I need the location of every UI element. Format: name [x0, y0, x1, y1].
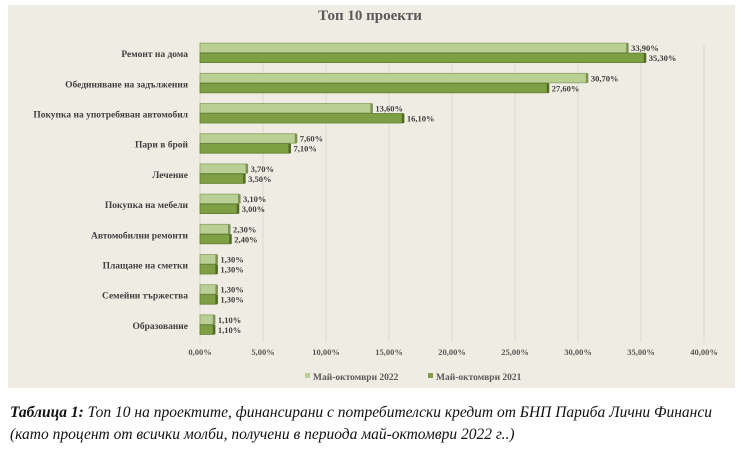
bar-2021 [199, 52, 646, 63]
bar-edge [370, 103, 373, 113]
x-tick-label: 25,00% [501, 347, 529, 357]
data-label: 33,90% [631, 43, 659, 53]
x-tick-label: 35,00% [627, 347, 655, 357]
category-label: Ремонт на дома [121, 50, 188, 60]
data-label: 27,60% [552, 83, 580, 93]
category-label: Автомобилни ремонти [91, 230, 189, 241]
bar-2021 [199, 82, 549, 94]
data-label: 35,30% [649, 53, 677, 63]
category-label: Покупка на мебели [105, 200, 189, 211]
bar-edge [245, 163, 249, 174]
bar-edge [215, 284, 218, 295]
bar-2021 [199, 203, 239, 215]
bar-2022 [199, 133, 297, 144]
data-label: 7,60% [300, 134, 323, 144]
data-label: 2,30% [233, 224, 256, 234]
bar-edge [212, 314, 216, 325]
bar-2022 [199, 103, 372, 114]
category-label: Обединяване на задължения [65, 79, 188, 90]
data-label: 3,50% [248, 174, 271, 184]
x-tick-label: 20,00% [438, 347, 466, 357]
bar-edge [288, 143, 291, 154]
bar-edge [643, 53, 647, 63]
bar-edge [585, 73, 589, 83]
bar-2021 [199, 233, 231, 245]
bar-2021 [199, 113, 404, 124]
bar-2022 [199, 284, 217, 295]
data-label: 2,40% [234, 234, 257, 244]
category-label: Покупка на употребяван автомобил [33, 110, 188, 121]
bar-edge [227, 224, 231, 234]
bar-2021 [199, 173, 245, 184]
bar-2022 [199, 193, 240, 205]
bar-2022 [199, 314, 215, 325]
caption-text: Топ 10 на проектите, финансирани с потре… [10, 404, 712, 443]
data-label: 3,10% [243, 194, 266, 204]
bar-2021 [199, 143, 290, 154]
bar-edge [243, 173, 246, 184]
bar-edge [236, 204, 240, 214]
category-label: Образование [133, 321, 189, 332]
bar-2022 [199, 254, 217, 265]
bar-edge [546, 83, 550, 93]
chart-title: Топ 10 проекти [318, 8, 422, 24]
data-label: 30,70% [591, 73, 619, 83]
category-label: Плащане на сметки [103, 262, 189, 272]
x-tick-label: 0,00% [188, 347, 211, 357]
bar-2022 [199, 42, 628, 53]
bar-2022 [199, 223, 230, 235]
bar-edge [238, 194, 241, 204]
bar-edge [229, 234, 232, 244]
legend-label: Май-октомври 2021 [436, 372, 522, 383]
bar-edge [212, 324, 216, 335]
data-label: 1,30% [220, 265, 243, 275]
bar-edge [215, 294, 218, 305]
bar-2021 [199, 294, 217, 305]
bar-chart: Топ 10 проекти Ремонт на дома 33,90%35,30… [33, 8, 718, 383]
caption-label: Таблица 1: [10, 404, 84, 421]
bar-edge [215, 254, 218, 264]
bar-2022 [199, 163, 248, 174]
x-tick-label: 30,00% [564, 347, 592, 357]
data-label: 1,10% [218, 315, 241, 325]
legend-swatch [305, 373, 310, 378]
x-tick-label: 40,00% [690, 347, 718, 357]
bar-edge [215, 264, 218, 274]
bar-2022 [199, 72, 588, 84]
data-label: 16,10% [407, 114, 435, 124]
bar-edge [294, 133, 298, 144]
legend-swatch [428, 373, 433, 378]
bar-2021 [199, 264, 217, 275]
x-tick-label: 10,00% [312, 347, 340, 357]
chart-panel [8, 5, 735, 388]
data-label: 7,10% [293, 144, 316, 154]
bar-2021 [199, 324, 215, 335]
data-label: 1,30% [220, 295, 243, 305]
x-tick-label: 15,00% [375, 347, 403, 357]
data-label: 1,30% [220, 285, 243, 295]
category-label: Семейни тържества [102, 291, 188, 302]
figure-caption: Таблица 1: Топ 10 на проектите, финансир… [10, 402, 740, 446]
category-label: Пари в брой [135, 140, 189, 151]
data-label: 3,70% [251, 164, 274, 174]
bar-edge [401, 113, 405, 123]
x-tick-label: 5,00% [251, 347, 274, 357]
legend-label: Май-октомври 2022 [313, 372, 399, 383]
data-label: 1,30% [220, 255, 243, 265]
data-label: 3,00% [242, 204, 265, 214]
bar-edge [626, 43, 629, 53]
data-label: 1,10% [218, 325, 241, 335]
category-label: Лечение [152, 171, 188, 181]
data-label: 13,60% [375, 104, 403, 114]
